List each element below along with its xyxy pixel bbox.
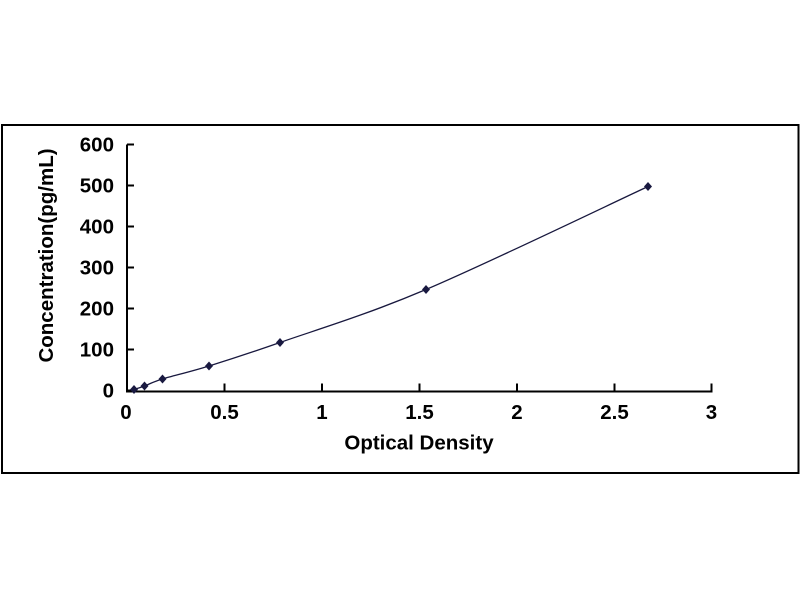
svg-text:1: 1 xyxy=(316,401,327,424)
svg-text:Concentration(pg/mL): Concentration(pg/mL) xyxy=(35,148,58,362)
svg-text:0.5: 0.5 xyxy=(210,401,239,424)
svg-text:400: 400 xyxy=(80,216,114,239)
svg-text:2.5: 2.5 xyxy=(600,401,629,424)
svg-text:200: 200 xyxy=(80,298,114,321)
svg-text:100: 100 xyxy=(80,339,114,362)
svg-text:0: 0 xyxy=(103,380,114,403)
svg-text:0: 0 xyxy=(120,401,131,424)
svg-text:1.5: 1.5 xyxy=(405,401,434,424)
svg-text:300: 300 xyxy=(80,257,114,280)
svg-text:600: 600 xyxy=(80,134,114,157)
svg-text:Optical Density: Optical Density xyxy=(344,432,494,455)
svg-text:500: 500 xyxy=(80,175,114,198)
svg-text:2: 2 xyxy=(511,401,522,424)
svg-text:3: 3 xyxy=(706,401,717,424)
